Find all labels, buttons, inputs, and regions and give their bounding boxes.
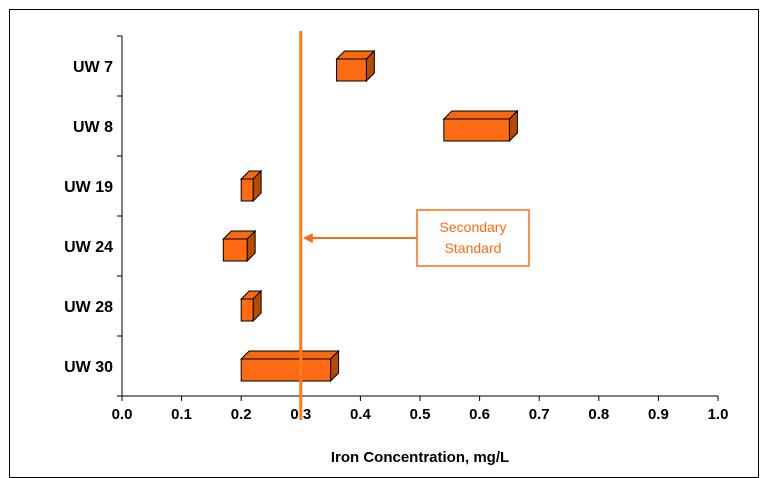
x-tick-label: 0.6 (469, 406, 490, 423)
category-label: UW 30 (64, 359, 113, 376)
range-bar (239, 169, 263, 203)
x-tick-label: 0.8 (588, 406, 609, 423)
range-bar (442, 109, 519, 143)
x-tick-label: 0.9 (648, 406, 669, 423)
bars (222, 49, 519, 383)
x-tick-label: 0.1 (171, 406, 192, 423)
y-axis-ticks: UW 7 UW 8 UW 19 UW 24 UW 28 UW 30 (64, 35, 122, 397)
annotation-box (416, 209, 530, 267)
category-label: UW 7 (73, 59, 113, 76)
category-label: UW 8 (73, 119, 113, 136)
bar-top-face (239, 350, 340, 360)
range-bar (239, 289, 263, 323)
bar-front-face (336, 58, 367, 82)
annotation-line-2: Standard (445, 240, 502, 256)
category-label: UW 28 (64, 299, 113, 316)
annotation-arrow-head (302, 233, 313, 243)
reference-line-group: Secondary Standard (299, 31, 530, 420)
bar-front-face (240, 178, 254, 202)
category-label: UW 24 (64, 239, 113, 256)
bar-front-face (443, 118, 510, 142)
range-bar (222, 229, 257, 263)
bar-front-face (240, 358, 332, 382)
x-tick-label: 0.7 (529, 406, 550, 423)
x-axis-title: Iron Concentration, mg/L (331, 449, 509, 466)
x-tick-label: 0.2 (231, 406, 252, 423)
bar-front-face (240, 298, 254, 322)
x-tick-label: 0.4 (350, 406, 372, 423)
x-tick-label: 0.0 (112, 406, 133, 423)
x-axis-ticks: 0.00.10.20.30.40.50.60.70.80.91.0 (112, 396, 729, 423)
bar-front-face (222, 238, 248, 262)
category-label: UW 19 (64, 179, 113, 196)
annotation-line-1: Secondary (440, 219, 507, 235)
x-tick-label: 0.5 (410, 406, 431, 423)
bar-top-face (442, 110, 519, 120)
x-tick-label: 1.0 (708, 406, 729, 423)
range-bar (335, 49, 376, 83)
range-bar (239, 349, 340, 383)
